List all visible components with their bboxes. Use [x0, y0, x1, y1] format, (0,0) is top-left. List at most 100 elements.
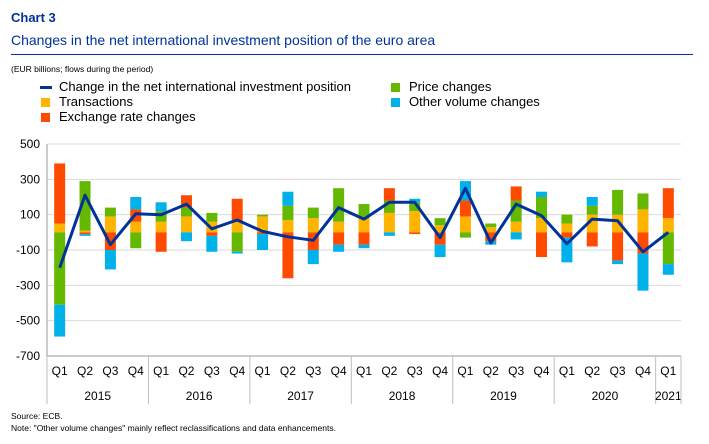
bar-segment	[282, 191, 294, 206]
bar-segment	[409, 232, 421, 235]
bar-segment	[54, 223, 66, 233]
chart-unit-label: (EUR billions; flows during the period)	[11, 64, 154, 74]
bar-segment	[586, 205, 598, 215]
bar-segment	[561, 237, 573, 263]
bar-segment	[333, 221, 345, 233]
bar-segment	[282, 219, 294, 233]
bar-segment	[637, 209, 649, 233]
bar-segment	[586, 214, 598, 233]
bar-segment	[79, 234, 91, 236]
bar-segment	[155, 202, 167, 212]
chart-bars	[54, 163, 674, 337]
x-tick-label: Q3	[204, 364, 220, 378]
legend-swatch	[391, 98, 400, 107]
chart-number: Chart 3	[11, 10, 56, 25]
bar-segment	[383, 212, 395, 233]
bar-segment	[155, 211, 167, 222]
bar-segment	[333, 232, 345, 245]
bar-segment	[282, 232, 294, 279]
bar-segment	[257, 234, 269, 250]
bar-segment	[662, 264, 674, 275]
bar-segment	[612, 214, 624, 233]
bar-segment	[79, 181, 91, 231]
bar-segment	[231, 232, 243, 252]
year-label: 2015	[84, 389, 111, 403]
x-tick-label: Q2	[584, 364, 600, 378]
bar-segment	[459, 200, 471, 217]
bar-segment	[358, 244, 370, 249]
bar-segment	[358, 218, 370, 233]
bar-segment	[206, 212, 218, 222]
x-tick-label: Q3	[610, 364, 626, 378]
x-tick-label: Q2	[77, 364, 93, 378]
bar-segment	[510, 200, 522, 222]
bar-segment	[155, 221, 167, 233]
legend-label: Other volume changes	[409, 94, 540, 109]
bar-segment	[54, 163, 66, 224]
bar-segment	[662, 232, 674, 265]
legend-swatch	[41, 113, 50, 122]
year-label: 2018	[389, 389, 416, 403]
bar-segment	[79, 232, 91, 235]
bar-segment	[409, 211, 421, 233]
bar-segment	[434, 244, 446, 258]
y-axis-tick-labels: 500 300 100 -100 -300 -500 -700	[16, 137, 40, 363]
bar-segment	[485, 232, 497, 242]
year-label: 2016	[186, 389, 213, 403]
chart-title: Changes in the net international investm…	[11, 32, 436, 48]
year-label: 2019	[490, 389, 517, 403]
chart-legend: Change in the net international investme…	[40, 79, 540, 124]
y-tick-label: 500	[20, 137, 40, 151]
bar-segment	[79, 230, 91, 233]
x-tick-label: Q4	[128, 364, 144, 378]
chart-grid	[46, 143, 681, 357]
net-iip-change-line	[58, 186, 670, 269]
bar-segment	[637, 232, 649, 254]
bar-segment	[257, 214, 269, 217]
bar-segment	[282, 205, 294, 220]
x-axis: Q1 Q2 Q3 Q4 Q1 Q2 Q3 Q4 Q1 Q2 Q3 Q4 Q1 Q2 Q3 Q4 Q1 Q2 Q3 Q4…	[46, 355, 682, 404]
bar-segment	[662, 188, 674, 219]
legend-line-swatch	[40, 86, 52, 89]
x-tick-label: Q1	[660, 364, 676, 378]
bar-segment	[434, 218, 446, 226]
x-tick-label: Q2	[178, 364, 194, 378]
legend-swatch	[41, 98, 50, 107]
bar-segment	[536, 218, 548, 233]
year-label: 2021	[655, 389, 682, 403]
bar-segment	[130, 197, 142, 210]
bar-segment	[409, 198, 421, 203]
x-tick-label: Q2	[483, 364, 499, 378]
x-tick-label: Q1	[255, 364, 271, 378]
source-note: Source: ECB.	[11, 411, 63, 421]
bar-segment	[637, 193, 649, 210]
bar-segment	[383, 200, 395, 213]
bar-segment	[510, 186, 522, 201]
bar-segment	[383, 188, 395, 201]
bar-segment	[485, 227, 497, 233]
y-tick-label: -500	[16, 314, 40, 328]
x-tick-label: Q1	[356, 364, 372, 378]
bar-segment	[459, 232, 471, 238]
y-tick-label: -300	[16, 278, 40, 292]
bar-segment	[459, 216, 471, 233]
bar-segment	[383, 232, 395, 236]
bar-segment	[510, 232, 522, 240]
bar-segment	[662, 218, 674, 233]
bar-segment	[206, 232, 218, 236]
bar-segment	[104, 232, 116, 250]
bar-segment	[409, 202, 421, 212]
bar-segment	[104, 250, 116, 270]
y-tick-label: 100	[20, 208, 40, 222]
x-tick-label: Q4	[534, 364, 550, 378]
bar-segment	[307, 207, 319, 219]
bar-segment	[536, 197, 548, 219]
x-tick-label: Q3	[102, 364, 118, 378]
legend-swatch	[391, 83, 400, 92]
bar-segment	[434, 225, 446, 233]
x-tick-label: Q4	[432, 364, 448, 378]
bar-segment	[307, 250, 319, 265]
bar-segment	[257, 232, 269, 235]
bar-segment	[180, 232, 192, 242]
